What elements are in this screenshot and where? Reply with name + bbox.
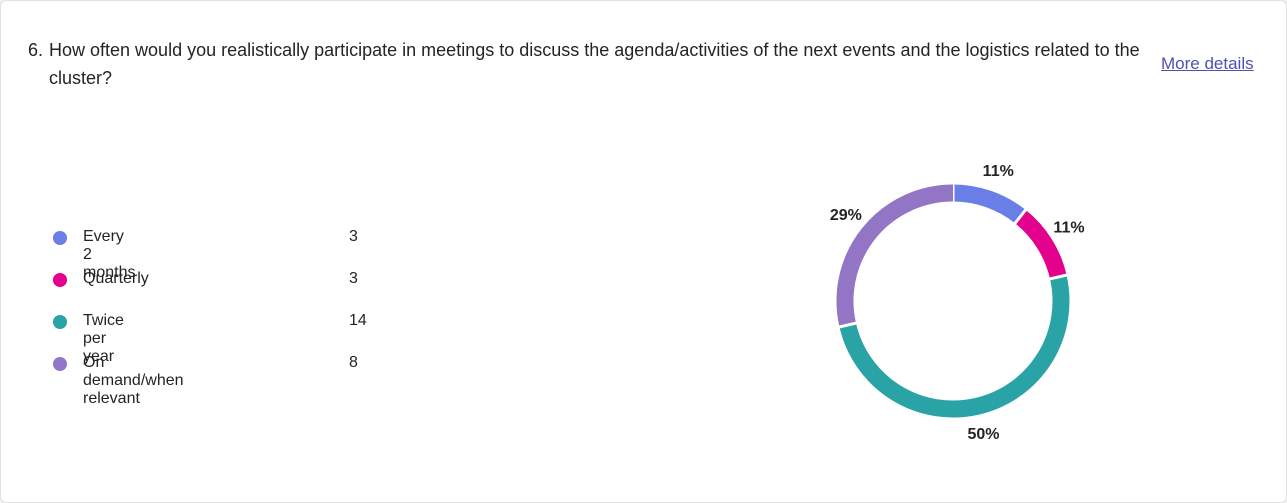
legend-label: Quarterly: [83, 270, 149, 287]
percent-label: 29%: [830, 207, 862, 224]
more-details-link[interactable]: More details: [1161, 54, 1254, 73]
legend-count: 8: [349, 354, 358, 371]
percent-label: 11%: [983, 163, 1014, 180]
legend-label: On demand/when relevant: [83, 354, 184, 407]
question: 6. How often would you realistically par…: [28, 36, 1146, 92]
legend-label: Twice per year: [83, 312, 124, 365]
legend-count: 3: [349, 228, 358, 245]
segment-gap: [1048, 273, 1069, 281]
segment-gap: [837, 321, 858, 329]
legend-dot: [53, 315, 67, 329]
legend-dot: [53, 231, 67, 245]
legend-label: Every 2 months: [83, 228, 136, 281]
legend-count: 14: [349, 312, 367, 329]
donut-segment: [839, 275, 1070, 417]
donut-segment: [836, 184, 954, 327]
legend-dot: [53, 357, 67, 371]
legend-count: 3: [349, 270, 358, 287]
question-text: How often would you realistically partic…: [49, 40, 1140, 88]
question-number: 6.: [28, 40, 44, 60]
donut-segment: [1014, 209, 1067, 280]
donut-segment: [952, 184, 1026, 224]
legend-dot: [53, 273, 67, 287]
percent-label: 50%: [967, 426, 999, 443]
percent-label: 11%: [1053, 219, 1084, 236]
segment-gap: [1012, 207, 1028, 226]
